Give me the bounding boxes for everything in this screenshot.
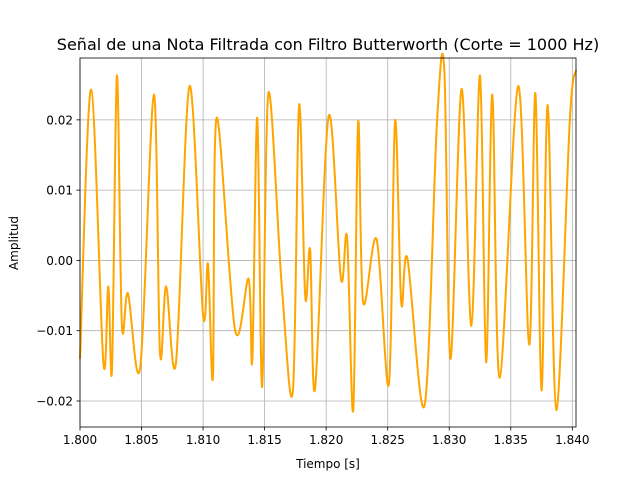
plot-frame [79, 57, 577, 428]
y-tick-label: −0.02 [36, 394, 73, 408]
x-tick-label: 1.835 [494, 433, 528, 447]
x-tick-label: 1.810 [186, 433, 220, 447]
x-tick-label: 1.825 [371, 433, 405, 447]
x-tick-label: 1.815 [247, 433, 281, 447]
x-tick-label: 1.840 [555, 433, 589, 447]
x-tick-label: 1.800 [63, 433, 97, 447]
y-tick-label: 0.02 [46, 113, 73, 127]
y-tick-label: −0.01 [36, 324, 73, 338]
x-axis-label: Tiempo [s] [295, 457, 360, 471]
x-tick-label: 1.820 [309, 433, 343, 447]
y-tick-label: 0.00 [46, 254, 73, 268]
x-tick-label: 1.830 [432, 433, 466, 447]
x-axis: 1.800 1.805 1.810 1.815 1.820 1.825 1.830 1.835… [63, 427, 589, 447]
y-axis-label: Amplitud [7, 216, 21, 270]
y-tick-label: 0.01 [46, 184, 73, 198]
chart-title: Señal de una Nota Filtrada con Filtro Bu… [57, 35, 599, 54]
series-line-0 [79, 52, 577, 413]
y-axis: −0.02 −0.01 0.00 0.01 0.02 [36, 113, 80, 408]
x-tick-label: 1.805 [124, 433, 158, 447]
series-layer [79, 52, 577, 413]
